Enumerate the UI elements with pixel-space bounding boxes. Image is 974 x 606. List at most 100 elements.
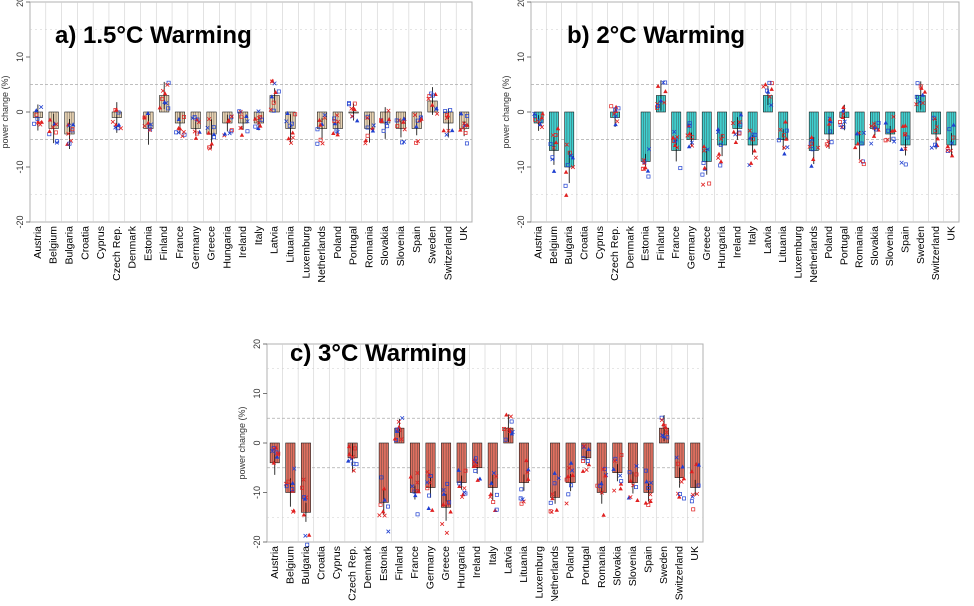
x-tick-label: Austria (269, 546, 281, 579)
data-point (854, 131, 860, 136)
data-point (415, 470, 420, 476)
data-point (841, 111, 846, 116)
data-point (737, 130, 742, 135)
data-point (181, 129, 186, 135)
data-point (701, 161, 706, 165)
data-point (463, 491, 468, 496)
data-point (320, 141, 325, 146)
data-point (192, 129, 197, 134)
data-point (648, 492, 653, 497)
data-point (643, 500, 649, 505)
data-point (142, 123, 147, 128)
x-tick-label: France (409, 546, 421, 579)
data-point (157, 105, 163, 110)
data-point (334, 128, 339, 133)
data-point (776, 138, 781, 143)
data-point (207, 146, 213, 151)
x-tick-label: France (174, 226, 186, 259)
data-point (450, 128, 455, 133)
x-tick-label: Portugal (580, 546, 592, 585)
data-point (425, 486, 430, 491)
data-point (920, 92, 925, 97)
data-point (205, 125, 210, 130)
data-point (332, 119, 337, 123)
data-point (687, 121, 692, 126)
data-point (346, 102, 351, 107)
data-point (876, 120, 881, 125)
data-point (568, 460, 574, 465)
data-point (412, 112, 418, 118)
data-point (840, 115, 845, 120)
data-point (663, 425, 668, 430)
data-point (53, 130, 58, 135)
data-point (165, 82, 170, 87)
data-point (65, 141, 70, 146)
x-tick-label: Ireland (731, 226, 743, 258)
data-point (549, 509, 554, 515)
chart-svg-a: -20 -10 0 10 20 power change (%) Austria Belgiu… (0, 0, 473, 283)
data-point (554, 507, 559, 512)
x-tick-label: Romania (596, 546, 608, 588)
data-point (414, 140, 419, 145)
data-point (256, 125, 261, 130)
data-point (891, 114, 896, 119)
data-point (658, 98, 663, 103)
data-point (252, 116, 258, 121)
data-point (914, 94, 919, 99)
data-point (392, 436, 398, 441)
data-point (700, 182, 706, 187)
data-point (674, 455, 679, 460)
x-tick-label: UK (689, 546, 701, 561)
data-point (642, 160, 647, 165)
data-point (580, 468, 586, 473)
data-point (634, 472, 639, 477)
data-point (116, 110, 121, 115)
data-point (399, 437, 404, 442)
y-tick-label: -20 (516, 215, 526, 228)
data-point (619, 453, 624, 457)
data-point (256, 109, 261, 114)
data-point (147, 124, 152, 129)
data-point (598, 483, 603, 488)
x-tick-label: Switzerland (930, 226, 942, 280)
x-tick-label: Estonia (142, 226, 154, 261)
chart-svg-b: -20 -10 0 10 20 power change (%) Austria Belgiu… (501, 0, 960, 283)
data-point (689, 469, 694, 474)
data-point (659, 418, 664, 423)
data-point (286, 479, 291, 484)
data-point (52, 121, 57, 126)
data-point (691, 507, 696, 512)
data-point (518, 496, 523, 501)
data-point (458, 111, 464, 116)
data-point (318, 122, 323, 127)
data-point (702, 148, 707, 153)
data-point (933, 129, 938, 134)
data-point (556, 476, 561, 481)
data-point (899, 160, 904, 165)
data-point (612, 488, 617, 493)
data-point (564, 501, 569, 506)
data-point (272, 81, 277, 86)
data-point (269, 94, 275, 99)
data-point (903, 123, 908, 128)
data-point (519, 501, 524, 506)
x-tick-label: Denmark (362, 545, 374, 588)
data-point (655, 83, 661, 88)
data-point (581, 443, 587, 449)
data-point (166, 106, 171, 111)
x-tick-label: Netherlands (808, 226, 820, 283)
data-point (825, 143, 830, 149)
data-point (566, 473, 571, 478)
data-point (386, 504, 390, 509)
x-tick-label: Greece (701, 226, 713, 261)
data-point (182, 114, 186, 119)
data-point (457, 483, 462, 488)
data-point (503, 437, 508, 442)
y-axis-label: power change (%) (237, 406, 247, 479)
x-tick-label: Switzerland (674, 546, 686, 600)
data-point (271, 100, 276, 105)
data-point (718, 137, 724, 142)
data-point (145, 110, 151, 115)
data-point (494, 507, 499, 512)
data-point (665, 435, 670, 440)
